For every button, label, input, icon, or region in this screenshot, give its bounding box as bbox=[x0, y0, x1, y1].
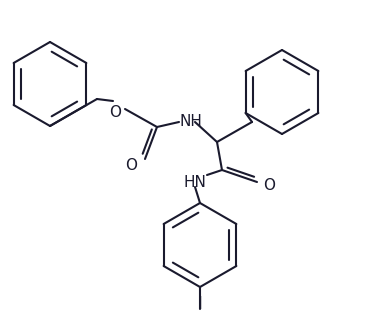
Text: I: I bbox=[197, 295, 202, 313]
Text: O: O bbox=[263, 178, 275, 193]
Text: NH: NH bbox=[180, 114, 202, 129]
Text: O: O bbox=[109, 105, 121, 120]
Text: O: O bbox=[125, 157, 137, 172]
Text: HN: HN bbox=[183, 175, 206, 190]
